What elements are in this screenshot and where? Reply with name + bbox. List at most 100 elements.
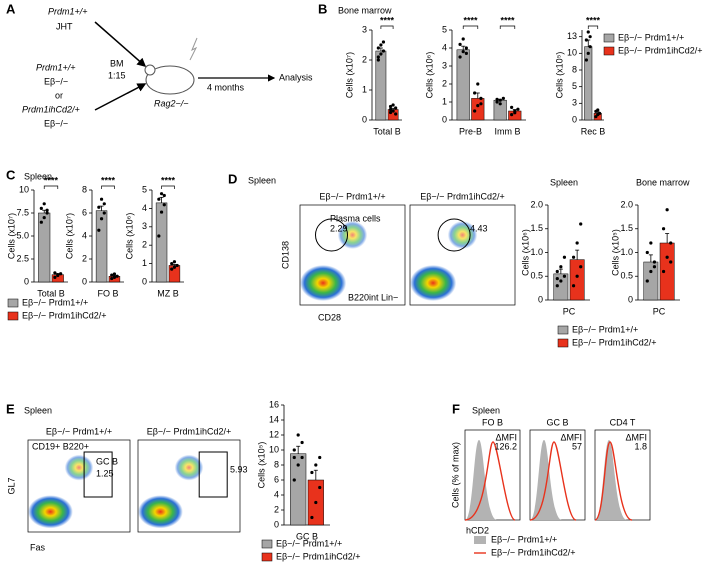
legend-label: Eβ−/− Prdm1ihCd2/+ xyxy=(276,551,360,561)
data-point xyxy=(579,222,583,226)
y-tick-label: 4 xyxy=(142,203,147,213)
y-tick-label: 4 xyxy=(442,42,447,52)
data-point xyxy=(458,42,462,47)
data-point xyxy=(473,91,477,95)
y-tick-label: 2 xyxy=(362,54,367,64)
data-point xyxy=(571,284,576,288)
x-tick-label: Rec B xyxy=(581,126,606,136)
data-point xyxy=(476,82,480,86)
data-point xyxy=(45,211,49,215)
significance-bracket xyxy=(101,185,115,189)
y-tick-label: 1.5 xyxy=(620,223,633,233)
legend-label: Eβ−/− Prdm1+/+ xyxy=(618,32,684,42)
y-tick-label: 1 xyxy=(362,84,367,94)
gate-parent: CD19+ B220+ xyxy=(32,441,89,451)
y-tick-label: 16 xyxy=(269,399,279,409)
schematic-label: JHT xyxy=(56,21,73,31)
data-point xyxy=(112,275,117,279)
panel-label: E xyxy=(6,401,15,416)
density xyxy=(410,265,457,301)
y-tick-label: 1.0 xyxy=(620,247,633,257)
data-point xyxy=(292,448,296,452)
gate xyxy=(198,451,228,498)
significance-bracket xyxy=(380,25,394,29)
y-axis-label: Cells (x10⁷) xyxy=(344,52,354,98)
schematic-label: Eβ−/− xyxy=(44,76,68,86)
data-point xyxy=(588,45,592,49)
data-point xyxy=(510,113,514,117)
arrow xyxy=(94,83,147,111)
density xyxy=(64,454,94,481)
data-point xyxy=(571,255,576,259)
data-point xyxy=(495,100,499,104)
data-point xyxy=(669,260,673,264)
data-point xyxy=(464,46,468,50)
y-axis-label: Cells (x10⁵) xyxy=(610,229,620,276)
data-point xyxy=(159,210,164,214)
significance-bracket xyxy=(43,185,59,189)
y-tick-label: 10 xyxy=(269,444,279,454)
gate-label: Plasma cells xyxy=(330,213,381,223)
hist-axis-label: hCD2 xyxy=(466,525,489,535)
bar xyxy=(471,98,485,121)
delta-value: 1.8 xyxy=(634,441,647,451)
panel-title: Spleen xyxy=(550,177,578,187)
data-point xyxy=(559,265,563,269)
flow-title: Eβ−/− Prdm1ihCd2/+ xyxy=(147,426,231,436)
histogram-control xyxy=(530,440,562,520)
gate-value: 1.25 xyxy=(96,468,114,478)
bar xyxy=(456,49,470,121)
y-tick-label: 0 xyxy=(628,294,633,304)
data-point xyxy=(175,263,179,268)
data-point xyxy=(157,234,161,238)
layout xyxy=(94,21,276,111)
data-point xyxy=(665,255,669,259)
legend-swatch xyxy=(557,325,569,335)
flow-axis-label: Fas xyxy=(30,542,46,552)
data-point xyxy=(102,202,106,206)
data-point xyxy=(99,197,104,201)
data-point xyxy=(300,455,304,460)
data-point xyxy=(102,211,106,215)
data-point xyxy=(172,265,177,269)
data-point xyxy=(476,104,480,108)
data-point xyxy=(588,35,592,39)
flow-title: Eβ−/− Prdm1+/+ xyxy=(46,426,112,436)
data-point xyxy=(652,260,657,264)
y-tick-label: 3 xyxy=(362,24,367,34)
bar xyxy=(553,273,569,301)
histogram-sample xyxy=(464,441,516,521)
y-tick-label: 2.5 xyxy=(16,253,29,263)
gate xyxy=(437,218,471,252)
y-tick-label: 0 xyxy=(82,276,87,286)
y-tick-label: 6 xyxy=(274,474,279,484)
data-point xyxy=(461,50,465,54)
x-tick-label: MZ B xyxy=(157,288,179,298)
data-point xyxy=(376,46,380,50)
data-point xyxy=(575,274,579,278)
gate-value: 5.93 xyxy=(230,464,248,474)
panel-label: C xyxy=(6,167,16,182)
data-point xyxy=(501,96,505,100)
data-point xyxy=(376,55,380,59)
panel-title: Spleen xyxy=(24,171,52,181)
data-point xyxy=(479,102,483,106)
data-point xyxy=(115,274,119,278)
data-point xyxy=(665,208,669,212)
data-point xyxy=(45,208,49,212)
data-point xyxy=(649,241,653,245)
y-tick-label: 0.5 xyxy=(530,271,543,281)
data-point xyxy=(381,49,386,53)
data-point xyxy=(458,55,462,59)
data-point xyxy=(381,40,386,44)
data-point xyxy=(575,241,579,245)
data-point xyxy=(498,98,502,102)
data-point xyxy=(310,470,314,475)
y-tick-label: 5 xyxy=(572,81,577,91)
data-point xyxy=(579,265,583,269)
schematic-label: 1:15 xyxy=(108,70,126,80)
y-tick-label: 10 xyxy=(567,48,577,58)
panel-label: A xyxy=(6,1,16,16)
y-tick-label: 13 xyxy=(567,31,577,41)
y-tick-label: 0 xyxy=(24,276,29,286)
